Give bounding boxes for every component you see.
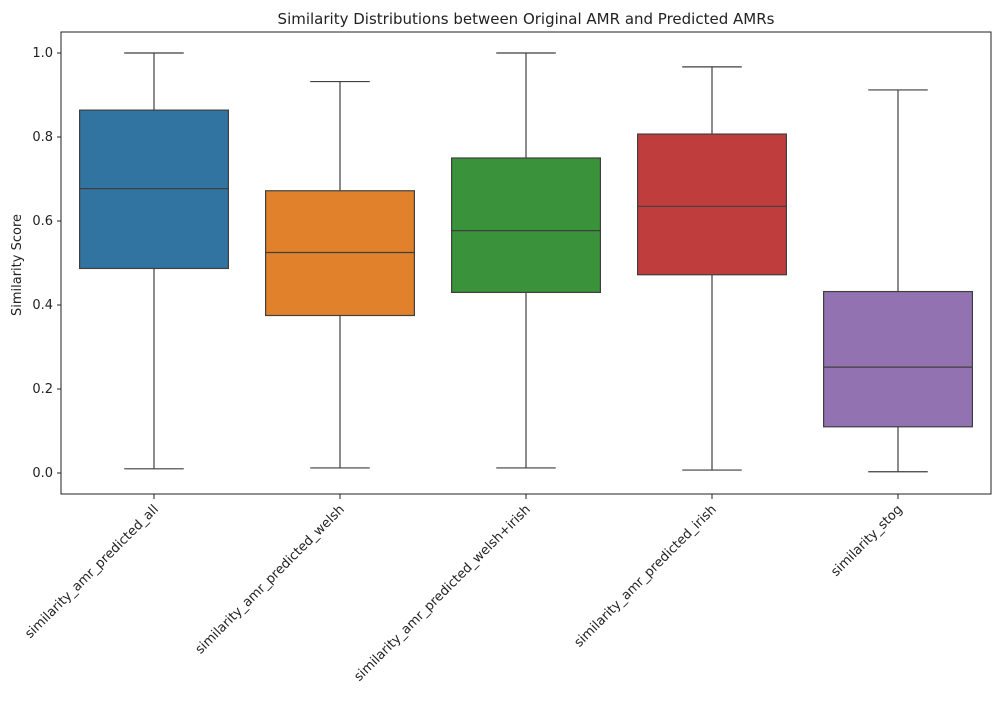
- box-similarity_stog: [822, 290, 973, 428]
- y-axis-label: Similarity Score: [10, 214, 25, 316]
- box-similarity_amr_predicted_irish: [636, 133, 787, 276]
- x-tick-label: similarity_stog: [828, 502, 905, 579]
- box-similarity_amr_predicted_welsh: [265, 190, 416, 317]
- plot-area: 0.0 0.2 0.4 0.6 0.8 1.0 similarity_amr_predict…: [22, 46, 973, 685]
- box-similarity_amr_predicted_welsh+irish: [451, 157, 602, 293]
- y-tick-label: 0.6: [32, 214, 53, 229]
- plot-frame: [60, 31, 992, 495]
- x-tick-label: similarity_amr_predicted_welsh: [193, 502, 348, 657]
- y-tick-label: 0.8: [32, 130, 53, 145]
- y-tick-label: 0.0: [32, 466, 53, 481]
- x-tick-label: similarity_amr_predicted_all: [22, 502, 162, 642]
- y-tick-label: 1.0: [32, 46, 53, 61]
- y-tick-label: 0.4: [32, 298, 53, 313]
- x-tick-label: similarity_amr_predicted_welsh+irish: [351, 502, 533, 684]
- x-tick-label: similarity_amr_predicted_irish: [572, 502, 720, 650]
- box-similarity_amr_predicted_all: [78, 109, 230, 270]
- chart-title: Similarity Distributions between Origina…: [278, 10, 775, 28]
- y-tick-label: 0.2: [32, 382, 53, 397]
